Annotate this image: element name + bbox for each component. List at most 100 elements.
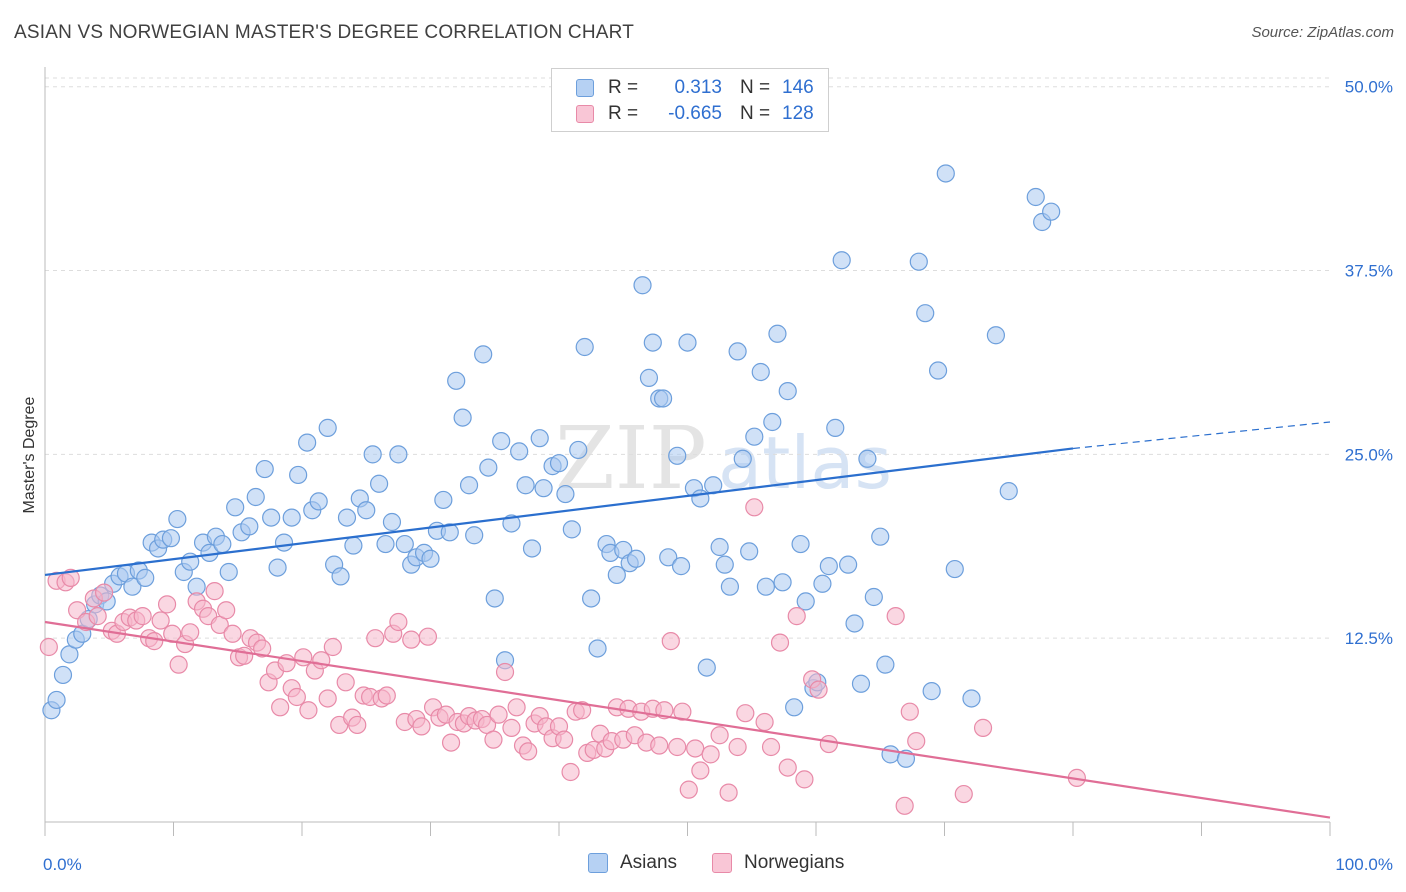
asian-point: [492, 432, 511, 451]
norwegian-point: [181, 623, 200, 642]
legend-row-asians: R = 0.313 N = 146: [576, 76, 814, 100]
asian-point: [522, 539, 542, 558]
asian-point: [136, 568, 155, 587]
norwegian-point: [770, 633, 790, 652]
norwegian-point: [502, 718, 521, 737]
asian-point: [465, 526, 484, 545]
asian-point: [832, 251, 851, 270]
asian-point: [768, 324, 787, 343]
asian-point: [643, 333, 662, 352]
asian-point: [370, 474, 389, 493]
asian-point: [671, 557, 691, 576]
norwegian-point: [719, 783, 738, 802]
norwegian-point: [668, 737, 687, 757]
asian-point: [607, 565, 626, 585]
asian-point: [697, 658, 716, 677]
norwegian-point: [323, 637, 342, 657]
asian-legend-swatch: [588, 853, 608, 873]
legend-r-label: R =: [608, 77, 639, 98]
correlation-legend: R = 0.313 N = 146 R = -0.665 N = 128: [551, 68, 829, 132]
norwegian-point: [299, 701, 318, 720]
asian-point: [999, 482, 1018, 501]
asian-points: [42, 164, 1061, 768]
asian-point: [344, 536, 363, 555]
norwegian-point: [973, 718, 993, 737]
norwegian-point: [418, 627, 438, 646]
asian-point: [331, 567, 350, 586]
asian-point: [668, 446, 687, 465]
asian-point: [485, 589, 504, 608]
asian-point: [871, 527, 890, 546]
chart-title: ASIAN VS NORWEGIAN MASTER'S DEGREE CORRE…: [14, 22, 635, 43]
norwegian-point: [761, 737, 781, 757]
norwegian-point: [787, 607, 806, 626]
norwegian-point: [39, 637, 58, 657]
chart-source: Source: ZipAtlas.com: [1251, 24, 1394, 41]
asian-point: [262, 508, 281, 527]
asian-point: [876, 655, 895, 674]
norwegian-point: [484, 730, 503, 749]
asian-point: [389, 445, 408, 464]
asian-point: [773, 573, 792, 592]
asian-point: [168, 509, 187, 529]
asian-point: [268, 558, 287, 577]
norwegian-swatch: [576, 105, 594, 123]
norwegian-point: [235, 646, 254, 665]
norwegian-point: [661, 632, 680, 651]
asian-point: [945, 559, 964, 579]
asian-trend-line: [44, 447, 1074, 577]
asian-point: [733, 449, 752, 468]
asian-point: [318, 418, 337, 437]
asian-point: [434, 490, 453, 510]
series-legend: Asians Norwegians: [0, 852, 1406, 878]
x-tick-label-max: 100.0%: [1335, 855, 1393, 874]
norwegian-point: [88, 607, 107, 626]
asian-point: [575, 337, 594, 357]
y-tick-label: 25.0%: [1345, 445, 1393, 464]
norwegian-point: [795, 770, 814, 789]
norwegian-point: [507, 698, 526, 717]
norwegian-point: [555, 730, 574, 749]
asian-point: [864, 587, 883, 607]
asian-point: [986, 326, 1006, 345]
asian-point: [447, 371, 466, 390]
asian-point: [756, 577, 775, 596]
asian-point: [740, 542, 759, 561]
asian-swatch: [576, 79, 594, 97]
norwegian-point: [819, 734, 838, 754]
asian-point: [453, 408, 472, 427]
norwegian-point: [655, 701, 674, 720]
norwegian-point: [728, 737, 747, 757]
norwegian-point: [755, 712, 774, 732]
legend-n-value: 128: [782, 103, 814, 124]
norwegian-point: [205, 582, 224, 601]
norwegian-point: [318, 689, 337, 708]
asian-point: [626, 549, 646, 568]
norwegian-point: [223, 624, 242, 643]
asian-point: [588, 639, 607, 658]
legend-r-value: 0.313: [674, 77, 722, 98]
norwegian-trend-line: [44, 620, 1331, 819]
asian-point: [459, 476, 479, 495]
asian-point: [337, 508, 357, 527]
asian-point: [289, 465, 308, 485]
norwegian-point: [287, 687, 306, 707]
asian-point: [751, 362, 770, 382]
asian-point: [569, 440, 588, 460]
x-tick-label-min: 0.0%: [43, 855, 82, 874]
asian-point: [845, 614, 864, 633]
asian-point: [363, 445, 382, 464]
asian-point: [928, 361, 948, 380]
asian-point: [659, 548, 678, 567]
norwegian-point: [954, 784, 973, 804]
asian-point: [839, 555, 858, 574]
norwegian-point: [561, 762, 580, 782]
asian-point: [858, 449, 877, 468]
norwegian-point: [336, 673, 355, 692]
asian-point: [534, 479, 553, 498]
tick-labels: 12.5% 25.0% 37.5% 50.0% 0.0% 100.0%: [43, 78, 1393, 874]
asian-point: [796, 592, 815, 611]
asian-point: [720, 577, 740, 596]
asian-point: [826, 418, 845, 437]
